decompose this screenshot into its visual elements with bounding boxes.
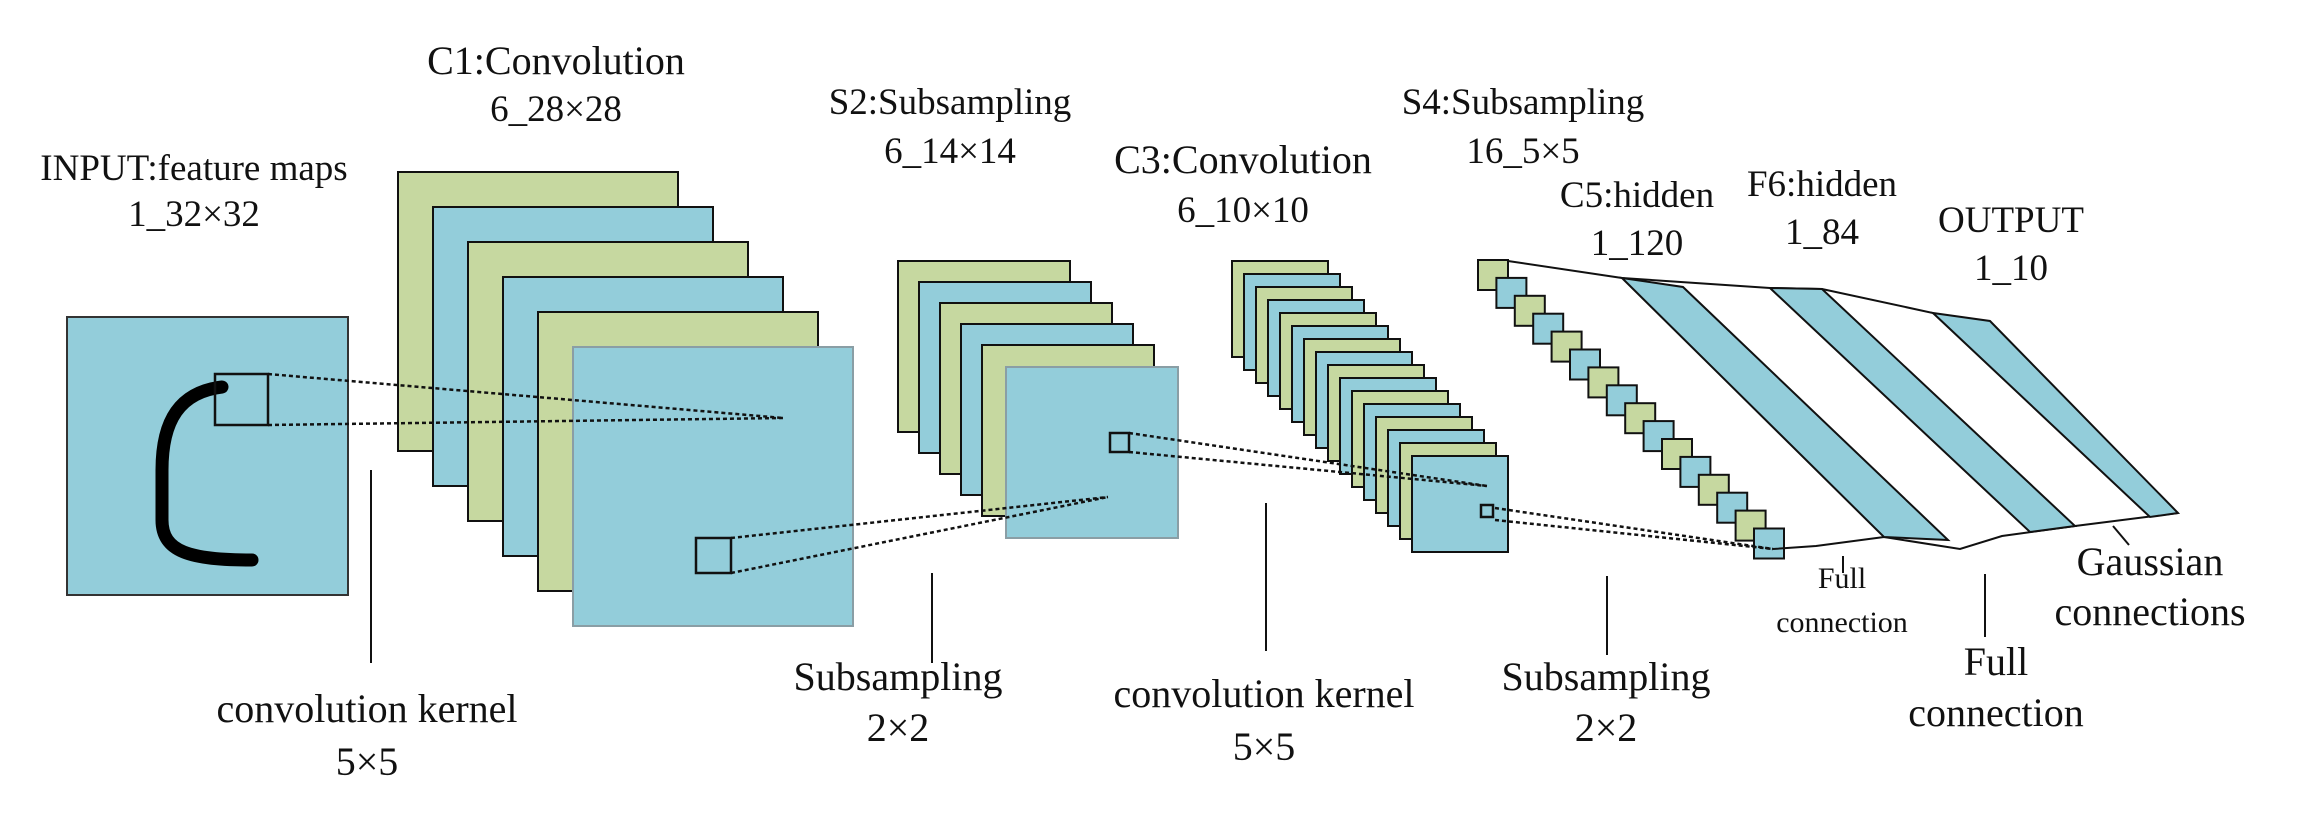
c3-layer-name: C3:Convolution xyxy=(1114,137,1372,182)
c1-feature-map-stack xyxy=(397,171,854,627)
kernel2-size: 5×5 xyxy=(1233,724,1296,769)
s2-layer-size: 6_14×14 xyxy=(884,131,1016,172)
full2-label: Full xyxy=(1964,639,2028,684)
operation-annotations: convolution kernel 5×5 Subsampling 2×2 c… xyxy=(216,539,2245,784)
c5-layer-size: 1_120 xyxy=(1591,223,1684,264)
s4-feature-map-chain xyxy=(1477,259,1785,560)
c1-map-front xyxy=(572,346,854,627)
f6-band xyxy=(1767,286,2078,534)
feature-cell xyxy=(1753,527,1785,560)
full2-label-line2: connection xyxy=(1908,690,2084,735)
s2-kernel-window xyxy=(1108,431,1131,454)
sub1-projection-line xyxy=(730,495,1109,575)
input-layer-size: 1_32×32 xyxy=(128,194,260,235)
full1-label: Full xyxy=(1818,562,1866,595)
sub2-projection-line xyxy=(1494,518,1774,551)
c1-subsample-window xyxy=(694,536,733,575)
input-feature-map xyxy=(66,316,349,596)
sub1-label: Subsampling xyxy=(794,654,1003,699)
s4-layer-name: S4:Subsampling xyxy=(1402,82,1645,123)
c5-band xyxy=(1619,276,1951,542)
sub1-size: 2×2 xyxy=(867,705,930,750)
output-layer-name: OUTPUT xyxy=(1938,200,2084,241)
layer-titles: INPUT:feature maps 1_32×32 C1:Convolutio… xyxy=(40,38,2084,289)
c1-layer-size: 6_28×28 xyxy=(490,89,622,130)
kernel2-projection-line xyxy=(1128,450,1488,488)
fully-connected-layers xyxy=(1507,260,2181,551)
connection-lines xyxy=(267,372,1774,575)
feature-cell xyxy=(1477,259,1509,291)
kernel2-projection-line xyxy=(1128,431,1488,488)
kernel1-label: convolution kernel xyxy=(216,686,517,731)
c3-layer-size: 6_10×10 xyxy=(1177,190,1309,231)
sub2-size: 2×2 xyxy=(1575,705,1638,750)
sub2-projection-line xyxy=(1494,506,1774,551)
f6-layer-name: F6:hidden xyxy=(1747,164,1897,205)
c5-layer-name: C5:hidden xyxy=(1560,175,1714,216)
full1-label-line2: connection xyxy=(1776,606,1908,639)
kernel1-projection-line xyxy=(267,372,784,420)
input-kernel-window xyxy=(213,372,270,427)
kernel2-label: convolution kernel xyxy=(1113,671,1414,716)
c1-layer-name: C1:Convolution xyxy=(427,38,685,83)
output-layer-size: 1_10 xyxy=(1974,248,2048,289)
gauss-pointer xyxy=(2112,525,2130,546)
sub2-label: Subsampling xyxy=(1502,654,1711,699)
kernel1-projection-line xyxy=(267,416,784,427)
c3-feature-map-stack xyxy=(1231,260,1509,553)
gauss-label-line2: connections xyxy=(2054,589,2245,634)
s2-feature-map-stack xyxy=(897,260,1179,539)
input-layer xyxy=(66,316,349,596)
s2-map-front xyxy=(1005,366,1179,539)
c3-subsample-window xyxy=(1479,503,1495,519)
input-character-stroke xyxy=(155,380,259,567)
gauss-label: Gaussian xyxy=(2077,539,2224,584)
kernel1-size: 5×5 xyxy=(336,739,399,784)
annotation-pointers xyxy=(370,470,2130,663)
output-band xyxy=(1930,311,2181,519)
s4-layer-size: 16_5×5 xyxy=(1466,131,1579,172)
sub1-projection-line xyxy=(730,495,1109,540)
f6-layer-size: 1_84 xyxy=(1785,212,1859,253)
s2-layer-name: S2:Subsampling xyxy=(829,82,1072,123)
input-layer-name: INPUT:feature maps xyxy=(40,148,347,189)
